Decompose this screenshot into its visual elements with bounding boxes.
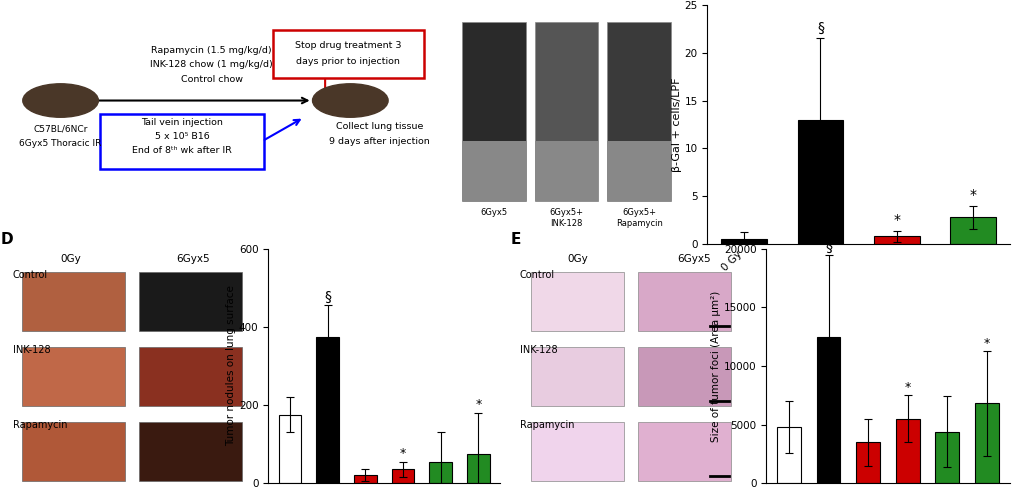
Text: INK-128: INK-128	[12, 345, 50, 355]
Text: *: *	[904, 381, 910, 394]
Text: E: E	[511, 231, 521, 246]
Bar	[278, 415, 301, 483]
Y-axis label: Tumor nodules on lung surface: Tumor nodules on lung surface	[226, 285, 235, 447]
Ellipse shape	[312, 84, 388, 117]
Text: 6Gyx5: 6Gyx5	[480, 208, 507, 217]
Text: 6Gyx5+
Rapamycin: 6Gyx5+ Rapamycin	[615, 208, 662, 227]
Bar	[606, 21, 671, 201]
Bar	[531, 272, 624, 331]
Bar	[720, 239, 766, 244]
Bar	[22, 272, 124, 331]
FancyBboxPatch shape	[101, 114, 264, 169]
Text: *: *	[969, 188, 976, 202]
Bar	[776, 427, 800, 483]
Bar	[895, 419, 919, 483]
Text: A: A	[2, 0, 13, 2]
Text: Control chow: Control chow	[180, 75, 243, 83]
Bar	[873, 236, 919, 244]
Bar	[797, 120, 843, 244]
Bar	[316, 337, 338, 483]
Bar	[950, 217, 996, 244]
Bar	[462, 21, 525, 201]
Y-axis label: Size of tumor foci (Area μm²): Size of tumor foci (Area μm²)	[710, 290, 720, 442]
Text: 0Gy: 0Gy	[61, 254, 82, 264]
Bar	[140, 272, 242, 331]
FancyBboxPatch shape	[272, 30, 423, 78]
Bar	[531, 422, 624, 481]
Bar	[22, 347, 124, 406]
Text: Rapamycin: Rapamycin	[12, 420, 67, 430]
Text: §: §	[824, 240, 832, 254]
Bar	[429, 462, 451, 483]
Text: Tail vein injection: Tail vein injection	[142, 118, 223, 126]
Bar	[462, 141, 525, 201]
Text: 6Gyx5: 6Gyx5	[677, 254, 710, 264]
Bar	[638, 347, 731, 406]
Text: days prior to injection: days prior to injection	[296, 57, 399, 65]
Text: Rapamycin (1.5 mg/kg/d): Rapamycin (1.5 mg/kg/d)	[151, 46, 272, 55]
Bar	[140, 422, 242, 481]
Bar	[391, 469, 414, 483]
Text: 6Gyx5+
INK-128: 6Gyx5+ INK-128	[549, 208, 583, 227]
Text: C57BL/6NCr: C57BL/6NCr	[34, 124, 88, 133]
Text: Rapamycin: Rapamycin	[520, 420, 574, 430]
Bar	[638, 422, 731, 481]
Bar	[974, 404, 998, 483]
Bar	[354, 475, 376, 483]
Bar	[934, 431, 958, 483]
Text: B: B	[443, 0, 455, 2]
Text: End of 8ᵗʰ wk after IR: End of 8ᵗʰ wk after IR	[132, 146, 232, 155]
Text: C: C	[640, 0, 651, 2]
Text: *: *	[982, 337, 989, 349]
Text: 6Gyx5 Thoracic IR: 6Gyx5 Thoracic IR	[19, 139, 102, 148]
Text: *: *	[475, 398, 481, 411]
Text: INK-128 chow (1 mg/kg/d): INK-128 chow (1 mg/kg/d)	[150, 60, 273, 69]
Bar	[531, 347, 624, 406]
Bar	[638, 272, 731, 331]
Text: *: *	[893, 213, 900, 227]
Text: D: D	[0, 231, 13, 246]
Bar	[856, 442, 879, 483]
Y-axis label: β-Gal + cells/LPF: β-Gal + cells/LPF	[672, 77, 681, 172]
Text: 5 x 10⁵ B16: 5 x 10⁵ B16	[155, 132, 210, 141]
Bar	[467, 454, 489, 483]
Text: Collect lung tissue: Collect lung tissue	[335, 122, 423, 131]
Bar	[606, 141, 671, 201]
Bar	[534, 141, 598, 201]
Ellipse shape	[22, 84, 98, 117]
Bar	[816, 337, 840, 483]
Text: 6Gyx5: 6Gyx5	[176, 254, 210, 264]
Bar	[534, 21, 598, 201]
Text: Control: Control	[520, 270, 554, 280]
Text: *: *	[399, 447, 406, 460]
Text: §: §	[816, 20, 823, 35]
Text: INK-128: INK-128	[520, 345, 556, 355]
Text: Stop drug treatment 3: Stop drug treatment 3	[294, 41, 401, 50]
Bar	[22, 422, 124, 481]
Text: 0Gy: 0Gy	[567, 254, 588, 264]
Bar	[140, 347, 242, 406]
Text: §: §	[324, 289, 331, 304]
Text: 9 days after injection: 9 days after injection	[329, 137, 430, 146]
Text: Control: Control	[12, 270, 48, 280]
